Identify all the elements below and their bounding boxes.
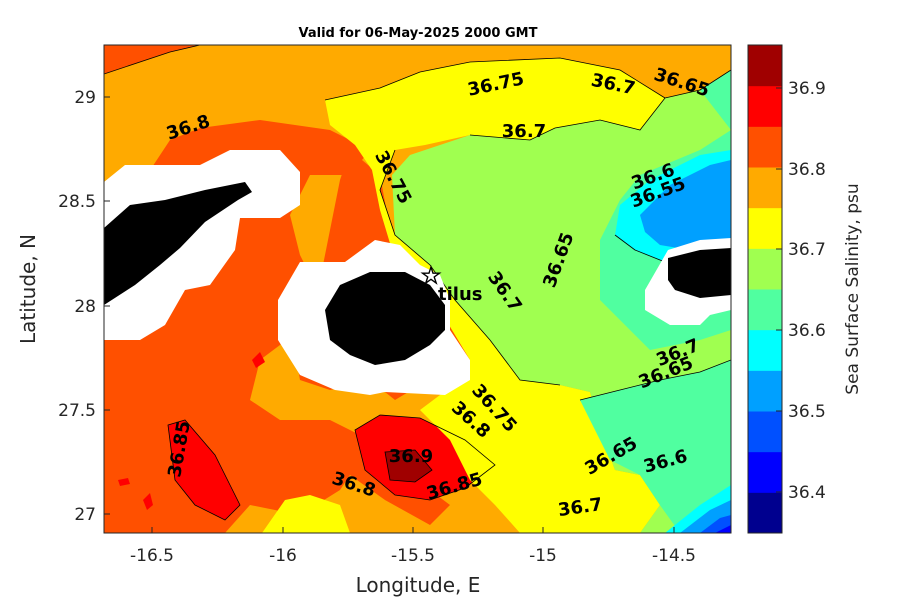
colorbar-tick-label: 36.5: [788, 402, 826, 422]
y-tick-label: 27.5: [58, 401, 96, 421]
colorbar: 36.9 36.8 36.7 36.6 36.5 36.4 Sea Surfac…: [747, 44, 863, 534]
colorbar-tick-label: 36.4: [788, 483, 826, 503]
contour-label: 36.7: [502, 121, 546, 142]
x-tick-label: -14.5: [652, 546, 696, 566]
contour-label: 36.9: [389, 446, 433, 467]
land-east: [668, 248, 731, 298]
plot-frame: [103, 44, 732, 534]
band-36.7: [325, 58, 665, 533]
y-tick-label: 27: [74, 505, 96, 525]
salinity-field: [104, 45, 731, 533]
band-36.9: [385, 450, 432, 482]
colorbar-cell: [748, 248, 782, 290]
colorbar-tick-label: 36.9: [788, 79, 826, 99]
colorbar-cells: [748, 45, 782, 534]
colorbar-cell: [748, 451, 782, 493]
x-axis: -16.5 -16 -15.5 -15 -14.5 Longitude, E: [130, 527, 696, 597]
x-tick-label: -16: [269, 546, 297, 566]
colorbar-frame: [747, 44, 783, 534]
band-36.6-se: [580, 360, 731, 533]
spot-red-3: [118, 478, 130, 486]
spot-red-2: [143, 493, 153, 510]
colorbar-cell: [748, 85, 782, 127]
colorbar-cell: [748, 207, 782, 249]
colorbar-cell: [748, 126, 782, 168]
y-axis: 29 28.5 28 27.5 27 Latitude, N: [16, 88, 110, 525]
colorbar-cell: [748, 329, 782, 371]
y-tick-label: 29: [74, 88, 96, 108]
x-tick-label: -15: [529, 546, 557, 566]
band-36.8-nw: [104, 45, 200, 74]
colorbar-cell: [748, 370, 782, 412]
band-36.5: [640, 160, 731, 250]
band-36.7-south: [262, 495, 350, 533]
colorbar-tick-label: 36.6: [788, 321, 826, 341]
colorbar-cell: [748, 492, 782, 534]
band-36.85-sw: [168, 420, 240, 520]
land-west: [104, 182, 252, 305]
colorbar-cell: [748, 289, 782, 331]
colorbar-tick-label: 36.8: [788, 160, 826, 180]
band-36.4-se: [715, 525, 731, 533]
station-label: tilus: [438, 284, 482, 305]
mask-west: [104, 150, 300, 340]
y-tick-label: 28.5: [58, 192, 96, 212]
station-star-icon: ★: [421, 264, 441, 289]
colorbar-cell: [748, 45, 782, 87]
x-axis-label: Longitude, E: [356, 573, 481, 597]
spot-red-1: [252, 352, 265, 368]
colorbar-cell: [748, 411, 782, 453]
x-tick-label: -15.5: [391, 546, 435, 566]
y-axis-label: Latitude, N: [16, 234, 40, 344]
x-tick-label: -16.5: [130, 546, 174, 566]
colorbar-label: Sea Surface Salinity, psu: [843, 183, 863, 394]
band-36.45-se: [700, 515, 731, 533]
colorbar-tick-label: 36.7: [788, 240, 826, 260]
land-central: [325, 272, 445, 365]
colorbar-cell: [748, 167, 782, 209]
map-title: Valid for 06-May-2025 2000 GMT: [299, 26, 538, 41]
y-tick-label: 28: [74, 297, 96, 317]
